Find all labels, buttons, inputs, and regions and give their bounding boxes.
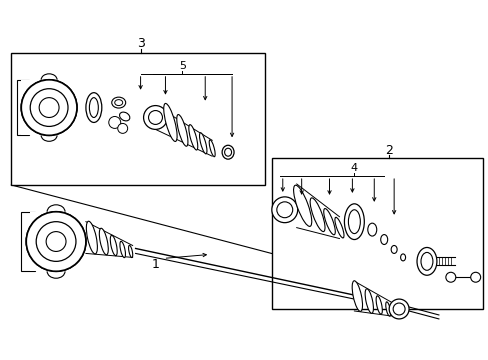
Bar xyxy=(30,212,98,271)
Text: 4: 4 xyxy=(350,163,357,173)
Bar xyxy=(17,80,29,135)
Ellipse shape xyxy=(365,289,373,313)
Ellipse shape xyxy=(293,185,311,226)
Circle shape xyxy=(118,123,127,133)
Circle shape xyxy=(470,272,480,282)
Ellipse shape xyxy=(188,125,197,150)
Ellipse shape xyxy=(367,223,376,236)
Ellipse shape xyxy=(110,235,117,256)
Circle shape xyxy=(108,117,121,129)
Bar xyxy=(21,80,83,135)
Text: 2: 2 xyxy=(385,144,392,157)
Ellipse shape xyxy=(128,245,132,257)
Circle shape xyxy=(46,231,66,251)
Circle shape xyxy=(39,98,59,117)
Ellipse shape xyxy=(86,221,97,254)
Ellipse shape xyxy=(416,247,436,275)
Ellipse shape xyxy=(385,302,390,316)
Circle shape xyxy=(21,80,77,135)
Ellipse shape xyxy=(112,97,125,108)
Circle shape xyxy=(388,299,408,319)
Bar xyxy=(11,53,264,185)
Ellipse shape xyxy=(420,252,432,270)
Ellipse shape xyxy=(375,296,382,314)
Ellipse shape xyxy=(323,208,335,235)
Circle shape xyxy=(392,303,404,315)
Circle shape xyxy=(148,111,162,125)
Ellipse shape xyxy=(344,204,364,239)
Ellipse shape xyxy=(86,93,102,122)
Circle shape xyxy=(46,231,66,251)
Circle shape xyxy=(21,80,77,135)
Ellipse shape xyxy=(119,112,129,121)
Ellipse shape xyxy=(199,133,206,154)
Ellipse shape xyxy=(222,145,234,159)
Bar xyxy=(271,158,482,309)
Ellipse shape xyxy=(334,217,343,238)
Text: 3: 3 xyxy=(136,37,144,50)
Ellipse shape xyxy=(115,100,122,105)
Circle shape xyxy=(271,197,297,223)
Ellipse shape xyxy=(120,241,125,258)
Text: 5: 5 xyxy=(179,61,185,71)
Text: 1: 1 xyxy=(151,258,159,271)
Ellipse shape xyxy=(400,254,405,261)
Ellipse shape xyxy=(224,148,231,156)
Circle shape xyxy=(36,222,76,261)
Ellipse shape xyxy=(347,210,360,234)
Ellipse shape xyxy=(351,281,362,311)
Circle shape xyxy=(36,222,76,261)
Circle shape xyxy=(39,98,59,117)
Circle shape xyxy=(143,105,167,129)
Circle shape xyxy=(26,212,86,271)
Ellipse shape xyxy=(177,114,187,146)
Ellipse shape xyxy=(390,246,396,253)
Bar xyxy=(21,212,35,271)
Ellipse shape xyxy=(163,103,177,141)
Circle shape xyxy=(276,202,292,218)
Circle shape xyxy=(30,89,68,126)
Ellipse shape xyxy=(99,228,108,255)
Circle shape xyxy=(26,212,86,271)
Ellipse shape xyxy=(89,98,98,117)
Ellipse shape xyxy=(380,235,387,244)
Circle shape xyxy=(445,272,455,282)
Circle shape xyxy=(30,89,68,126)
Ellipse shape xyxy=(209,140,215,157)
Ellipse shape xyxy=(309,198,325,231)
